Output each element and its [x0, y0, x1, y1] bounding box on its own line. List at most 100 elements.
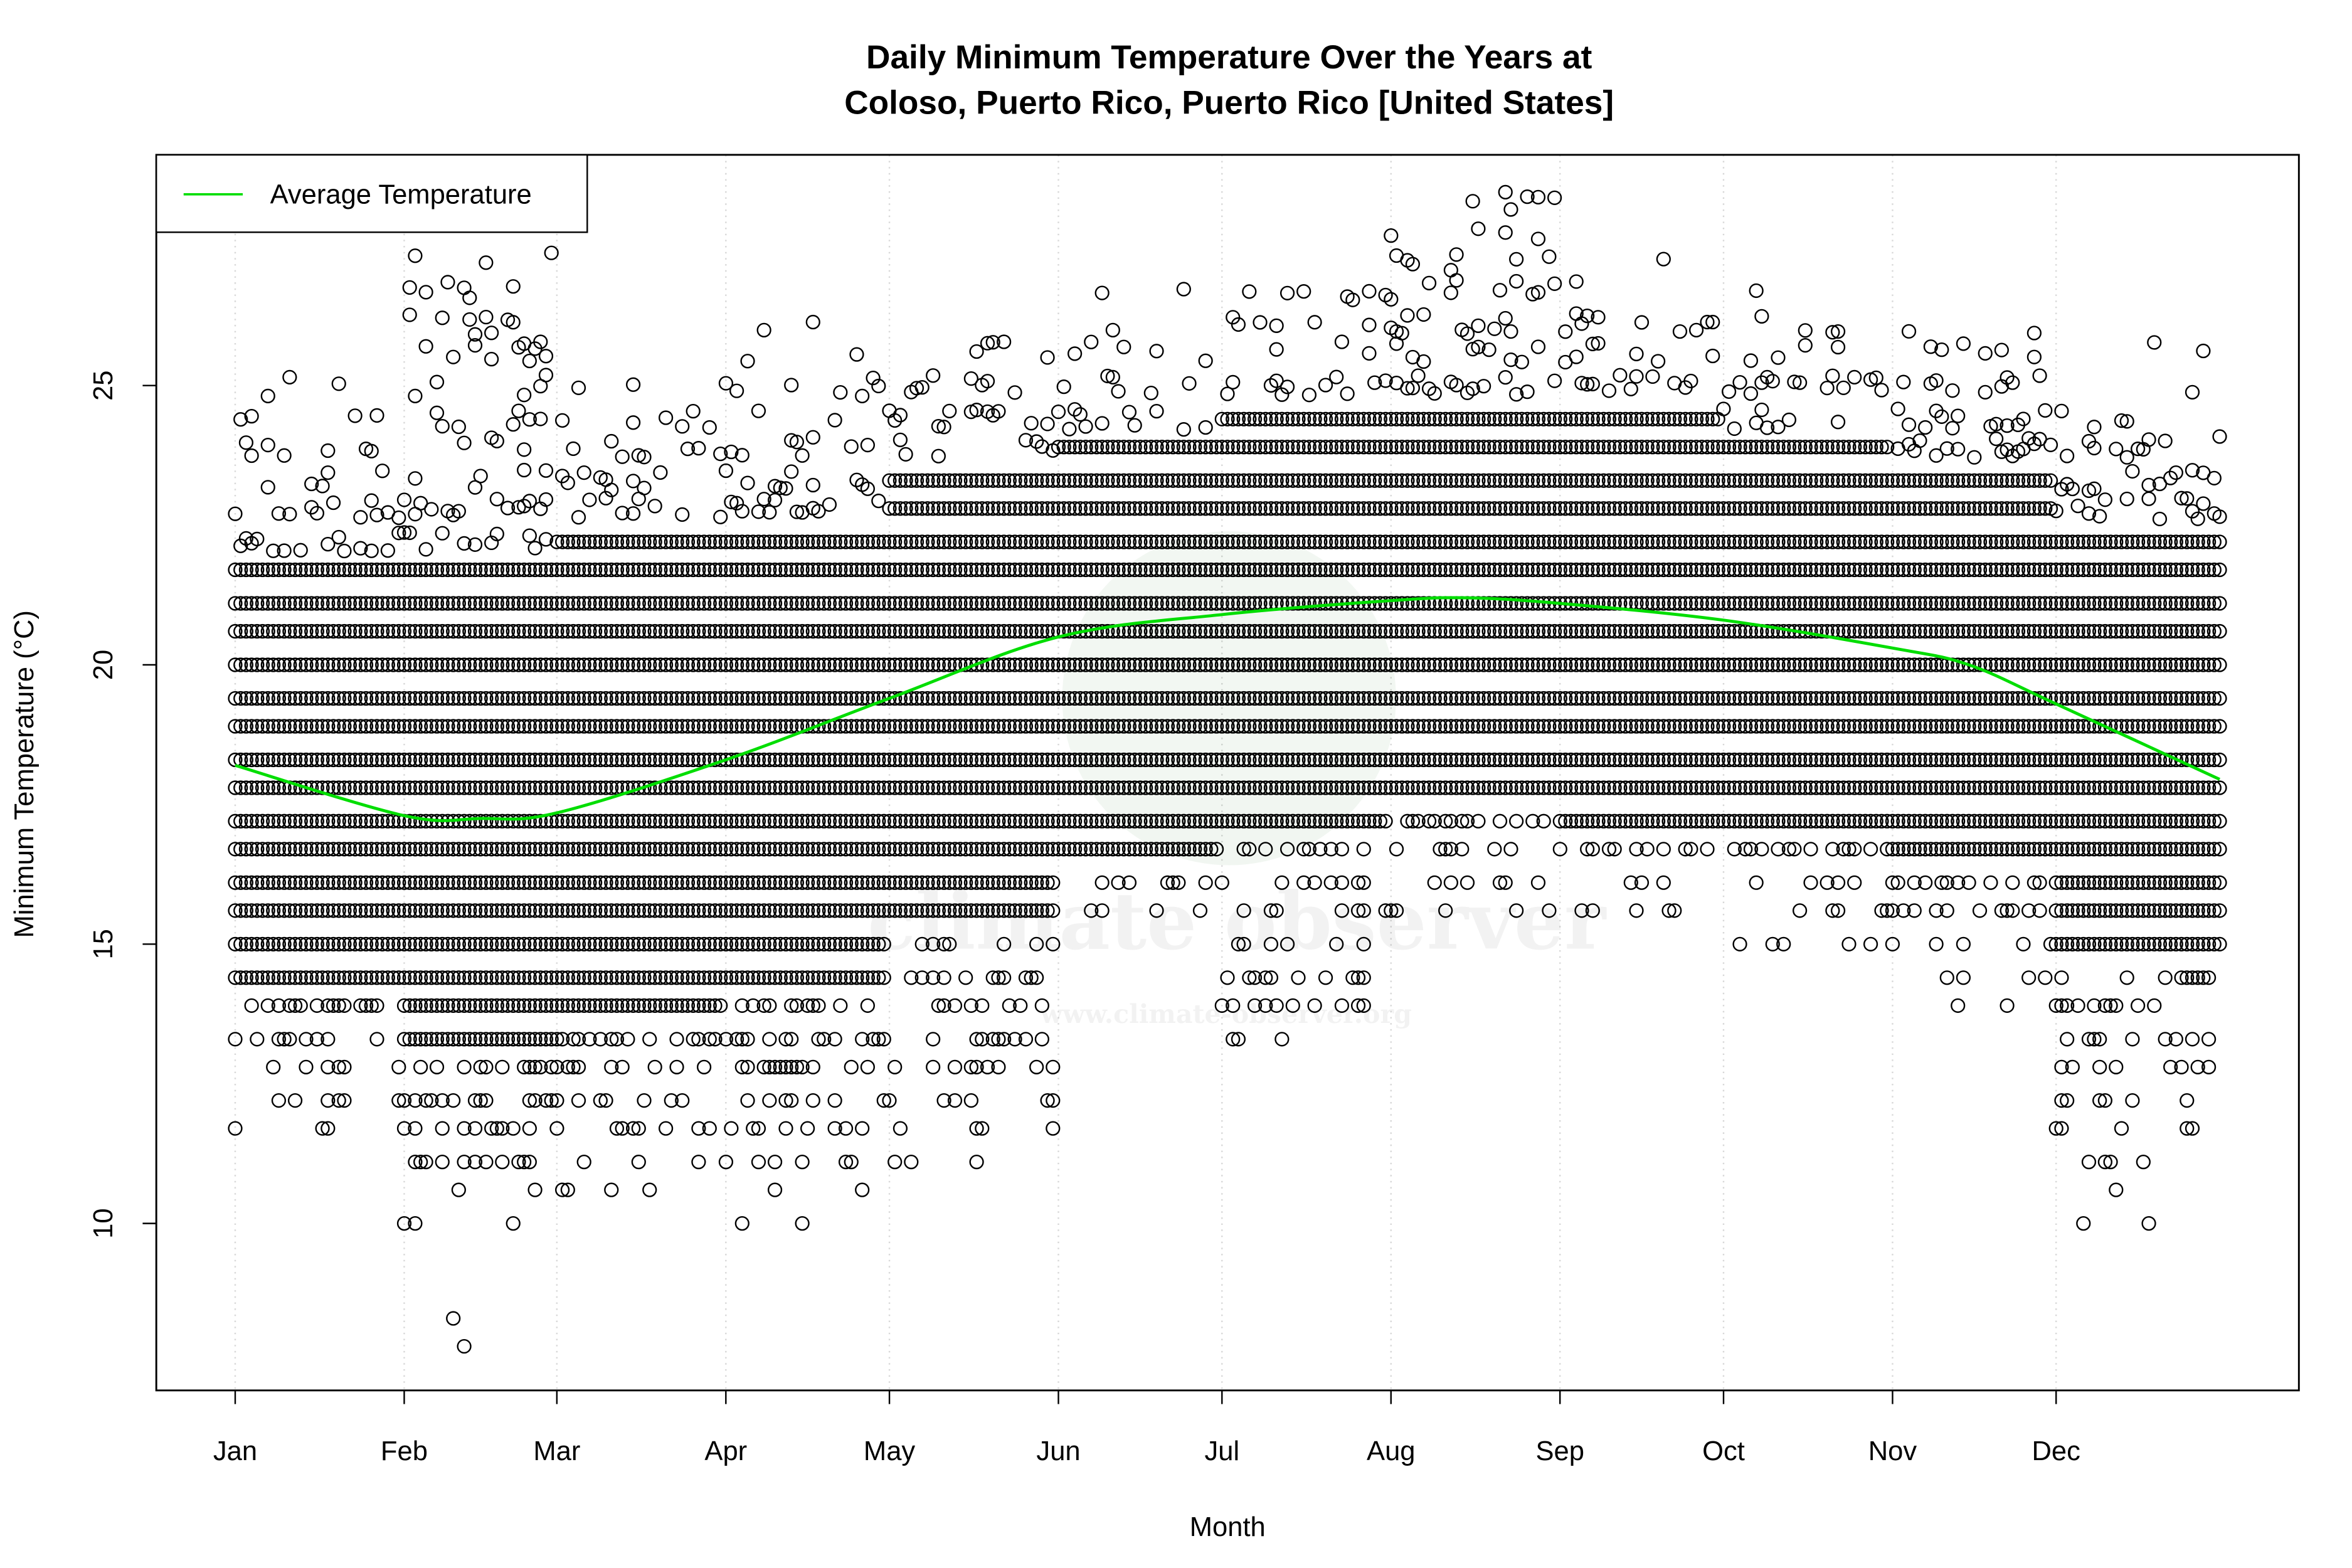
data-point	[250, 1032, 265, 1047]
data-point	[533, 334, 548, 349]
data-point	[784, 464, 799, 479]
data-point	[271, 998, 287, 1013]
data-point	[299, 596, 314, 611]
data-point	[734, 562, 750, 578]
data-point	[724, 1121, 739, 1136]
data-point	[604, 691, 619, 706]
data-point	[467, 1032, 483, 1047]
data-point	[1242, 284, 1257, 299]
data-point	[898, 447, 913, 462]
data-point	[609, 903, 625, 918]
data-point	[435, 596, 450, 611]
data-point	[544, 1093, 559, 1108]
data-point	[593, 1093, 608, 1108]
data-point	[440, 998, 455, 1013]
data-point	[582, 492, 597, 507]
data-point	[686, 691, 701, 706]
data-point	[582, 936, 597, 951]
data-point	[250, 842, 265, 857]
data-point	[598, 875, 613, 890]
data-point	[664, 752, 679, 768]
data-point	[451, 842, 466, 857]
data-point	[517, 657, 532, 672]
data-point	[958, 970, 973, 985]
data-point	[396, 780, 412, 795]
data-point	[446, 875, 461, 890]
data-point	[729, 780, 744, 795]
data-point	[729, 691, 744, 706]
data-point	[386, 780, 401, 795]
data-point	[517, 875, 532, 890]
data-point	[473, 970, 488, 985]
data-point	[1754, 402, 1769, 418]
data-point	[522, 494, 537, 509]
data-point	[691, 752, 706, 768]
data-point	[287, 562, 303, 578]
data-point	[473, 936, 488, 951]
data-point	[522, 780, 537, 795]
data-point	[1798, 323, 1813, 338]
data-point	[659, 1121, 674, 1136]
data-point	[702, 813, 717, 829]
data-point	[413, 970, 428, 985]
data-point	[560, 475, 575, 490]
data-point	[686, 719, 701, 734]
data-point	[238, 970, 254, 985]
data-point	[408, 875, 423, 890]
data-point	[555, 936, 570, 951]
data-point	[887, 1154, 903, 1170]
data-point	[647, 562, 662, 578]
data-point	[1296, 284, 1311, 299]
data-point	[604, 780, 619, 795]
data-point	[571, 1059, 586, 1074]
data-point	[358, 842, 374, 857]
data-point	[369, 842, 384, 857]
data-point	[527, 719, 543, 734]
data-point	[637, 562, 652, 578]
data-point	[707, 903, 723, 918]
data-point	[538, 998, 554, 1013]
data-point	[631, 970, 646, 985]
data-point	[702, 562, 717, 578]
data-point	[549, 875, 564, 890]
data-point	[435, 691, 450, 706]
data-point	[299, 970, 314, 985]
data-point	[713, 562, 728, 578]
data-point	[429, 596, 445, 611]
data-point	[647, 1059, 662, 1074]
data-point	[718, 719, 734, 734]
data-point	[402, 691, 417, 706]
data-point	[293, 813, 308, 829]
data-point	[653, 623, 668, 639]
data-point	[250, 970, 265, 985]
data-point	[707, 813, 723, 829]
data-point	[517, 813, 532, 829]
data-point	[500, 903, 516, 918]
data-point	[691, 719, 706, 734]
data-point	[440, 936, 455, 951]
data-point	[588, 752, 603, 768]
data-point	[396, 691, 412, 706]
data-point	[527, 1182, 543, 1197]
data-point	[1318, 970, 1333, 985]
data-point	[260, 719, 275, 734]
watermark-logo-text: climate observer	[867, 875, 1607, 968]
data-point	[282, 369, 297, 385]
data-point	[544, 623, 559, 639]
data-point	[598, 657, 613, 672]
data-point	[675, 903, 690, 918]
data-point	[315, 623, 330, 639]
data-point	[369, 813, 384, 829]
data-point	[326, 596, 341, 611]
data-point	[375, 752, 390, 768]
data-point	[299, 719, 314, 734]
data-point	[615, 562, 630, 578]
data-point	[277, 562, 292, 578]
data-point	[500, 842, 516, 857]
data-point	[320, 596, 336, 611]
data-point	[1503, 324, 1518, 339]
data-point	[615, 449, 630, 464]
data-point	[380, 813, 396, 829]
data-point	[462, 562, 477, 578]
data-point	[451, 780, 466, 795]
